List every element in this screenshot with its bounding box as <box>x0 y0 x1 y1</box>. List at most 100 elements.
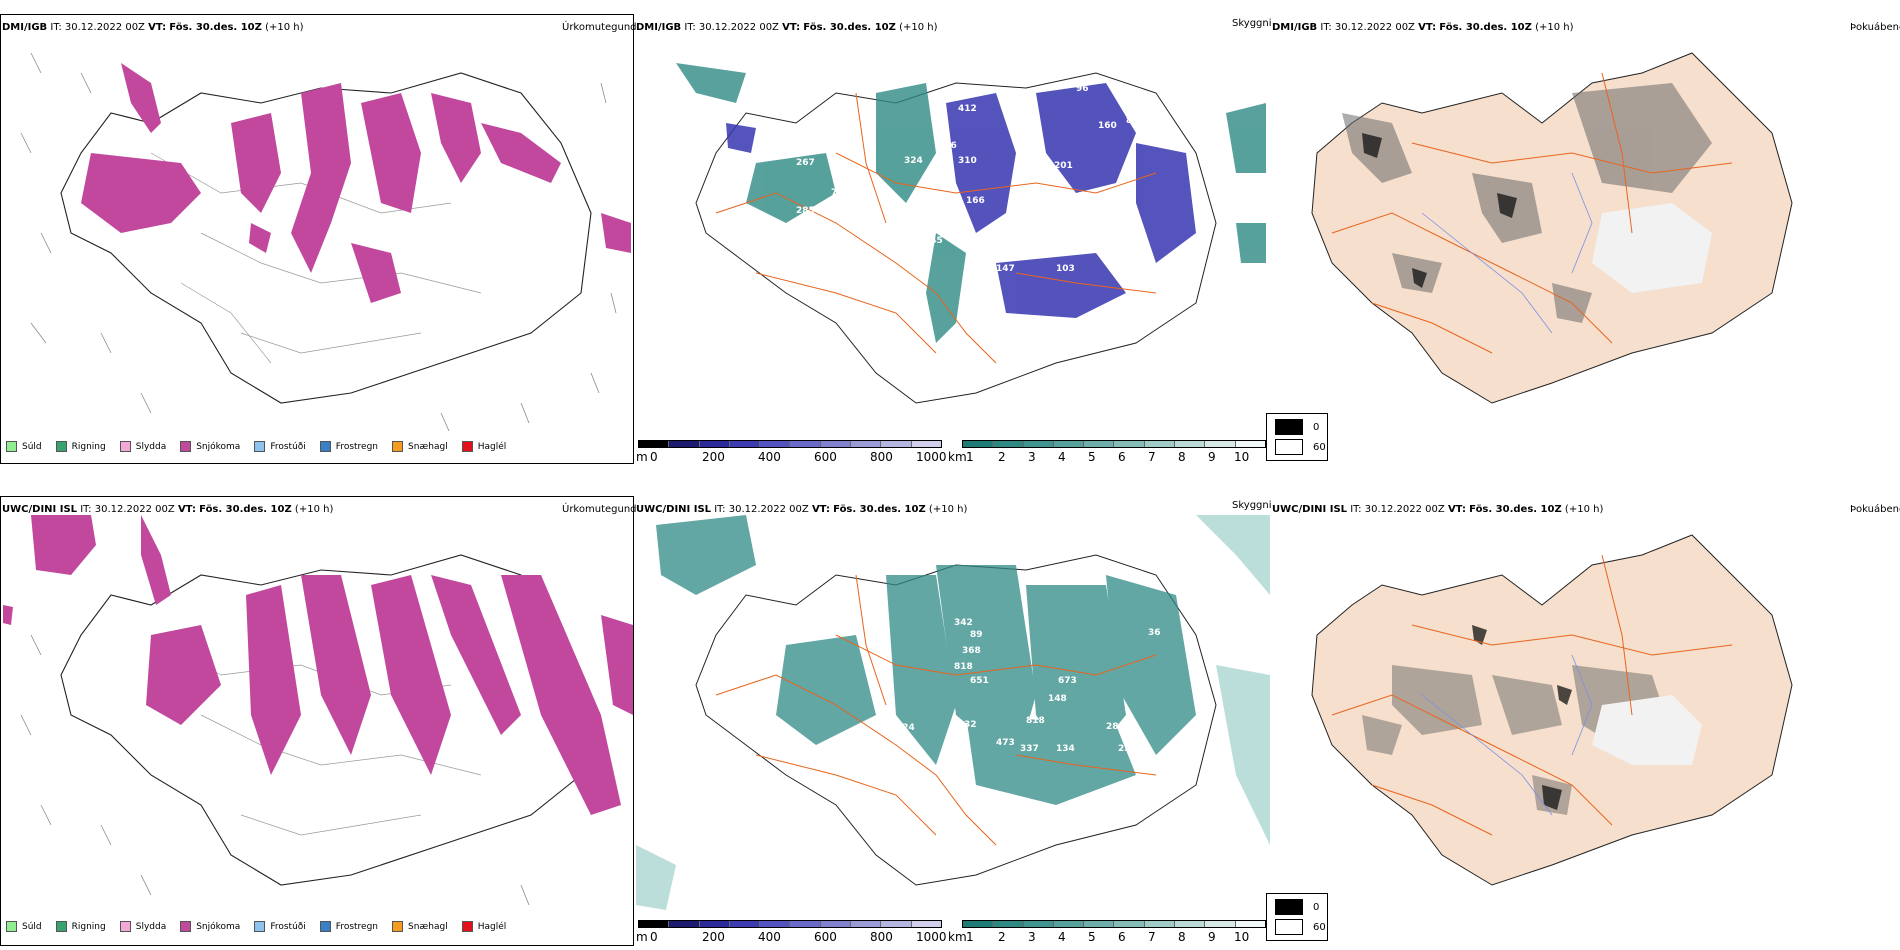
fog-legend-row: 60 <box>1275 919 1326 935</box>
legend-item: Frostregn <box>319 441 378 452</box>
scale-tick: 1000 <box>916 450 947 464</box>
cloud-label: 285 <box>796 206 815 216</box>
visibility-map-bottom: 342 89 368 818 651 673 148 818 424 264 3… <box>636 515 1270 910</box>
cloud-label: 229 <box>908 351 927 361</box>
param-label: Þokuábendi <box>1850 504 1900 515</box>
scale-tick: 3 <box>1028 930 1036 944</box>
cloud-label: 818 <box>1026 716 1045 726</box>
legend-swatch <box>6 921 17 932</box>
cloud-label: 96 <box>1076 84 1089 94</box>
legend-item: Haglél <box>461 441 506 452</box>
fog-legend-row: 0 <box>1275 899 1319 915</box>
legend-swatch <box>254 441 266 452</box>
cloud-label: 36 <box>1148 628 1161 638</box>
scale-tick: 1 <box>966 930 974 944</box>
scale-unit: km <box>948 930 967 944</box>
legend-item: Snjókoma <box>180 921 240 932</box>
cloud-label: 368 <box>962 646 981 656</box>
cloud-base-scale: m 0 200 400 600 800 1000 <box>636 440 947 464</box>
scale-tick: 10 <box>1234 930 1250 944</box>
legend-swatch <box>55 441 67 452</box>
scale-tick: 0 <box>650 450 658 464</box>
legend-item: Súld <box>6 921 42 932</box>
visibility-panel-top: DMI/IGB IT: 30.12.2022 00Z VT: Fös. 30.d… <box>636 0 1272 470</box>
param-label: Skyggni <box>1232 500 1272 511</box>
legend-swatch <box>1275 419 1303 435</box>
scale-tick: 400 <box>758 930 781 944</box>
scale-tick: 0 <box>650 930 658 944</box>
cloud-label: 651 <box>970 676 989 686</box>
panel-header: UWC/DINI ISL IT: 30.12.2022 00Z VT: Fös.… <box>2 504 334 515</box>
cloud-base-colorbar <box>638 920 942 928</box>
cloud-label: 157 <box>1108 241 1127 251</box>
cloud-base-colorbar <box>638 440 942 448</box>
fog-legend-row: 0 <box>1275 419 1319 435</box>
scale-tick: 200 <box>702 930 725 944</box>
legend-swatch <box>1275 899 1303 915</box>
scale-tick: 400 <box>758 450 781 464</box>
scale-tick: 1 <box>966 450 974 464</box>
legend-swatch <box>119 921 131 932</box>
legend-swatch <box>461 921 473 932</box>
scale-tick: 8 <box>1178 450 1186 464</box>
cloud-base-scale: m 0 200 400 600 800 1000 <box>636 920 947 944</box>
legend-swatch <box>1275 439 1303 455</box>
cloud-label: 337 <box>1020 744 1039 754</box>
cloud-base-labels: 412 96 82 160 156 310 201 211 349 166 12… <box>796 84 1139 394</box>
legend-item: Snjókoma <box>180 441 240 452</box>
scale-tick: 1000 <box>916 930 947 944</box>
scale-tick: 5 <box>1088 450 1096 464</box>
cloud-label: 89 <box>970 630 983 640</box>
fog-legend: 0 60 <box>1266 413 1328 461</box>
scale-tick: 7 <box>1148 450 1156 464</box>
cloud-label: 82 <box>1126 116 1139 126</box>
scale-tick: 600 <box>814 930 837 944</box>
param-label: Skyggni <box>1232 18 1272 29</box>
legend-item: Frostregn <box>319 921 378 932</box>
scale-tick: 200 <box>702 450 725 464</box>
cloud-label: 424 <box>896 723 915 733</box>
cloud-label: 765 <box>831 188 850 198</box>
scale-tick: 4 <box>1058 450 1066 464</box>
scale-tick: 6 <box>1118 450 1126 464</box>
cloud-label: 267 <box>796 158 815 168</box>
legend-swatch <box>392 921 404 932</box>
panel-header: UWC/DINI ISL IT: 30.12.2022 00Z VT: Fös.… <box>1272 504 1604 515</box>
cloud-base-labels: 342 89 368 818 651 673 148 818 424 264 3… <box>876 618 1161 754</box>
legend-swatch <box>1275 919 1303 935</box>
legend-swatch <box>6 441 17 452</box>
legend-item: Snæhagl <box>392 921 448 932</box>
precip-panel-bottom: UWC/DINI ISL IT: 30.12.2022 00Z VT: Fös.… <box>0 482 640 950</box>
legend-item: Rigning <box>55 921 106 932</box>
panel-header: UWC/DINI ISL IT: 30.12.2022 00Z VT: Fös.… <box>636 504 968 515</box>
scale-tick: 5 <box>1088 930 1096 944</box>
visibility-panel-bottom: UWC/DINI ISL IT: 30.12.2022 00Z VT: Fös.… <box>636 482 1272 950</box>
cloud-label: 342 <box>954 618 973 628</box>
cloud-label: 145 <box>924 236 943 246</box>
scale-unit: m <box>636 930 648 944</box>
legend-item: Haglél <box>461 921 506 932</box>
precip-legend: Súld Rigning Slydda Snjókoma Frostúði Fr… <box>6 921 520 932</box>
cloud-label: 673 <box>1058 676 1077 686</box>
fog-panel-top: DMI/IGB IT: 30.12.2022 00Z VT: Fös. 30.d… <box>1266 0 1900 470</box>
param-label: Úrkomutegund <box>562 504 637 515</box>
visibility-colorbar <box>962 920 1266 928</box>
scale-unit: m <box>636 450 648 464</box>
scale-tick: 800 <box>870 450 893 464</box>
visibility-scale: km 1 2 3 4 5 6 7 8 9 10 <box>948 440 1266 464</box>
legend-swatch <box>55 921 67 932</box>
param-label: Úrkomutegund <box>562 22 637 33</box>
cloud-label: 134 <box>1056 744 1075 754</box>
scale-tick: 2 <box>998 450 1006 464</box>
scale-tick: 3 <box>1028 450 1036 464</box>
cloud-label: 310 <box>958 156 977 166</box>
panel-header: DMI/IGB IT: 30.12.2022 00Z VT: Fös. 30.d… <box>2 22 304 33</box>
cloud-label: 121 <box>1058 212 1077 222</box>
scale-unit: km <box>948 450 967 464</box>
legend-swatch <box>461 441 473 452</box>
scale-tick: 6 <box>1118 930 1126 944</box>
cloud-label: 473 <box>996 738 1015 748</box>
legend-swatch <box>319 921 331 932</box>
scale-tick: 9 <box>1208 930 1216 944</box>
legend-item: Snæhagl <box>392 441 448 452</box>
